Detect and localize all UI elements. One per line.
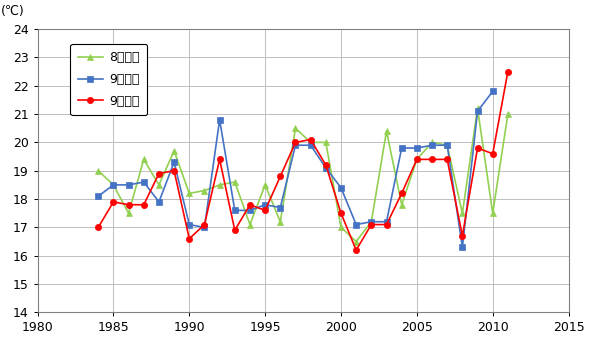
9月中旬 [383,222,390,226]
9月上旬 [307,143,314,147]
8月下旬 [125,211,132,215]
9月中旬 [261,208,268,212]
8月下旬 [247,222,254,226]
9月上旬 [201,225,208,230]
9月中旬 [398,191,405,196]
8月下旬 [368,220,375,224]
9月中旬 [201,222,208,226]
Line: 8月下旬: 8月下旬 [95,105,511,245]
9月中旬 [444,157,451,162]
9月中旬 [231,228,238,232]
9月上旬 [428,143,435,147]
9月上旬 [337,186,345,190]
9月上旬 [444,143,451,147]
8月下旬 [414,157,421,162]
8月下旬 [322,140,329,144]
9月中旬 [171,169,178,173]
8月下旬 [110,183,117,187]
8月下旬 [292,126,299,130]
9月中旬 [353,248,360,252]
8月下旬 [444,143,451,147]
9月中旬 [186,237,193,241]
9月上旬 [110,183,117,187]
9月上旬 [155,200,162,204]
8月下旬 [155,183,162,187]
9月中旬 [292,140,299,144]
9月中旬 [322,163,329,167]
9月中旬 [125,203,132,207]
9月中旬 [368,222,375,226]
9月上旬 [353,222,360,226]
9月上旬 [398,146,405,150]
9月中旬 [277,174,284,179]
9月中旬 [414,157,421,162]
8月下旬 [95,169,102,173]
8月下旬 [277,220,284,224]
8月下旬 [186,191,193,196]
9月中旬 [110,200,117,204]
9月上旬 [247,208,254,212]
9月中旬 [428,157,435,162]
Text: (℃): (℃) [1,5,24,18]
9月中旬 [474,146,481,150]
9月上旬 [368,220,375,224]
9月上旬 [125,183,132,187]
9月上旬 [171,160,178,164]
8月下旬 [171,149,178,153]
Line: 9月上旬: 9月上旬 [95,88,496,250]
8月下旬 [489,211,496,215]
9月中旬 [459,234,466,238]
9月中旬 [489,152,496,156]
8月下旬 [398,203,405,207]
9月中旬 [216,157,223,162]
8月下旬 [459,211,466,215]
9月中旬 [337,211,345,215]
9月上旬 [474,109,481,113]
8月下旬 [504,112,512,116]
9月上旬 [261,203,268,207]
Line: 9月中旬: 9月中旬 [95,68,511,253]
9月中旬 [95,225,102,230]
8月下旬 [231,180,238,184]
9月上旬 [277,205,284,209]
9月上旬 [459,245,466,249]
8月下旬 [337,225,345,230]
9月上旬 [186,222,193,226]
9月中旬 [247,203,254,207]
9月中旬 [140,203,148,207]
9月上旬 [216,118,223,122]
8月下旬 [261,183,268,187]
8月下旬 [216,183,223,187]
8月下旬 [140,157,148,162]
9月上旬 [414,146,421,150]
9月上旬 [292,143,299,147]
9月上旬 [489,89,496,94]
9月上旬 [231,208,238,212]
9月上旬 [322,166,329,170]
9月上旬 [95,194,102,198]
9月中旬 [307,137,314,141]
8月下旬 [428,140,435,144]
8月下旬 [383,129,390,133]
Legend: 8月下旬, 9月上旬, 9月中旬: 8月下旬, 9月上旬, 9月中旬 [70,44,147,115]
9月上旬 [140,180,148,184]
8月下旬 [474,106,481,110]
9月上旬 [383,220,390,224]
9月中旬 [155,171,162,175]
8月下旬 [307,140,314,144]
8月下旬 [201,188,208,192]
9月中旬 [504,69,512,73]
8月下旬 [353,239,360,243]
